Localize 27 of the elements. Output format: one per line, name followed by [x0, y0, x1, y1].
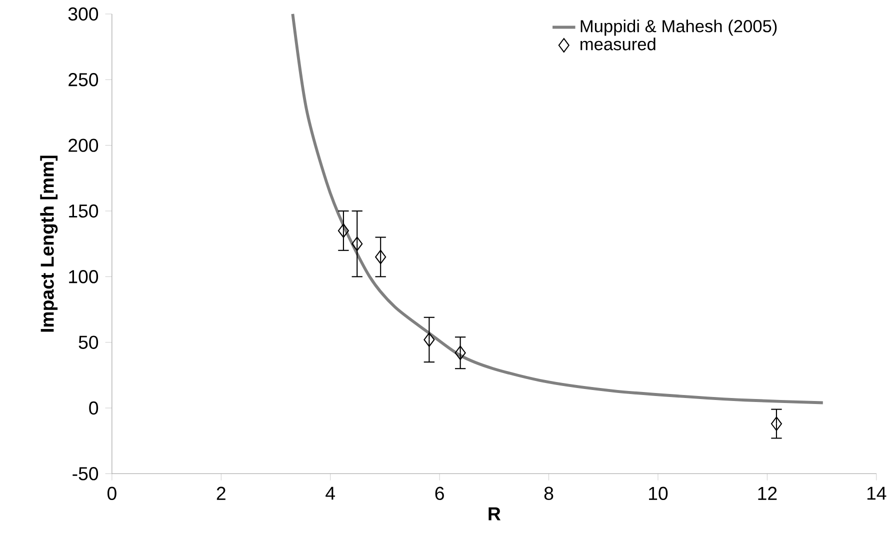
x-tick-label: 8	[544, 486, 554, 500]
legend-label: Muppidi & Mahesh (2005)	[580, 20, 777, 36]
x-tick-label: 2	[216, 486, 226, 500]
x-tick-label: 6	[435, 486, 444, 500]
y-tick-label: 300	[68, 8, 98, 21]
point	[352, 236, 363, 252]
point	[424, 332, 435, 348]
y-tick-label: 250	[68, 73, 98, 86]
point	[375, 250, 386, 264]
y-tick-label: -50	[72, 467, 98, 480]
point	[770, 416, 782, 432]
x-tick-label: 0	[107, 486, 116, 500]
y-tick-label: 50	[78, 336, 98, 350]
y-tick-label: 100	[69, 270, 98, 284]
y-axis-title: Impact Length [mm]	[40, 156, 58, 332]
x-tick-label: 4	[326, 487, 335, 500]
point	[454, 346, 466, 360]
y-tick-label: 200	[68, 138, 98, 152]
y-tick-label: 0	[89, 402, 98, 415]
x-tick-label: 10	[649, 486, 668, 500]
x-tick-label: 12	[758, 486, 777, 500]
y-tick-label: 150	[69, 204, 98, 218]
point	[338, 224, 349, 238]
legend-label: measured	[580, 38, 656, 51]
line-series	[291, 12, 824, 404]
x-tick-label: 14	[867, 487, 886, 500]
x-axis-title: R	[488, 508, 501, 520]
